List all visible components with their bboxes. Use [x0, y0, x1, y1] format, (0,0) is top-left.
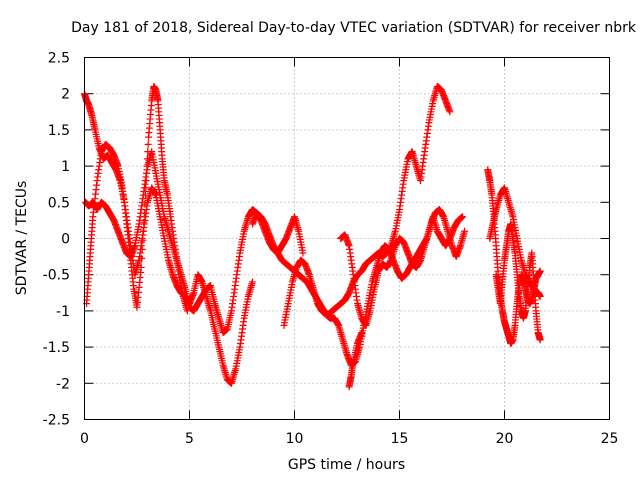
y-tick-label: 2.5: [48, 51, 70, 67]
data-point: [536, 336, 544, 344]
data-point: [358, 329, 366, 337]
data-point: [299, 249, 307, 257]
y-tick-label: 0: [61, 232, 70, 248]
data-point: [249, 278, 256, 286]
y-tick-label: -2: [56, 376, 70, 392]
y-axis-label: SDTVAR / TECUs: [14, 180, 30, 296]
y-tick-label: -2.5: [43, 413, 70, 429]
plot-frame: [84, 57, 610, 420]
y-tick-label: 1.5: [48, 123, 70, 139]
data-point: [536, 267, 544, 275]
data-series: [492, 220, 544, 344]
data-points: [81, 82, 544, 391]
x-tick-label: 10: [286, 431, 304, 447]
y-tick-label: 2: [61, 87, 70, 103]
y-tick-label: 0.5: [48, 195, 70, 211]
data-series: [337, 213, 466, 329]
y-tick-label: -0.5: [43, 268, 70, 284]
x-tick-label: 0: [80, 431, 89, 447]
x-tick-label: 5: [185, 431, 194, 447]
y-tick-label: -1.5: [43, 340, 70, 356]
x-axis-label: GPS time / hours: [287, 457, 406, 473]
data-point: [144, 140, 152, 148]
data-point: [461, 227, 469, 235]
data-point: [459, 213, 466, 221]
x-tick-label: 15: [391, 431, 409, 447]
y-tick-label: -1: [56, 304, 70, 320]
x-tick-label: 25: [601, 431, 619, 447]
data-series: [249, 82, 454, 319]
chart-title: Day 181 of 2018, Sidereal Day-to-day VTE…: [71, 20, 636, 36]
data-point: [446, 108, 454, 116]
data-series: [83, 140, 256, 387]
x-tick-label: 20: [496, 431, 514, 447]
data-series: [345, 329, 366, 391]
y-tick-label: 1: [61, 159, 70, 175]
